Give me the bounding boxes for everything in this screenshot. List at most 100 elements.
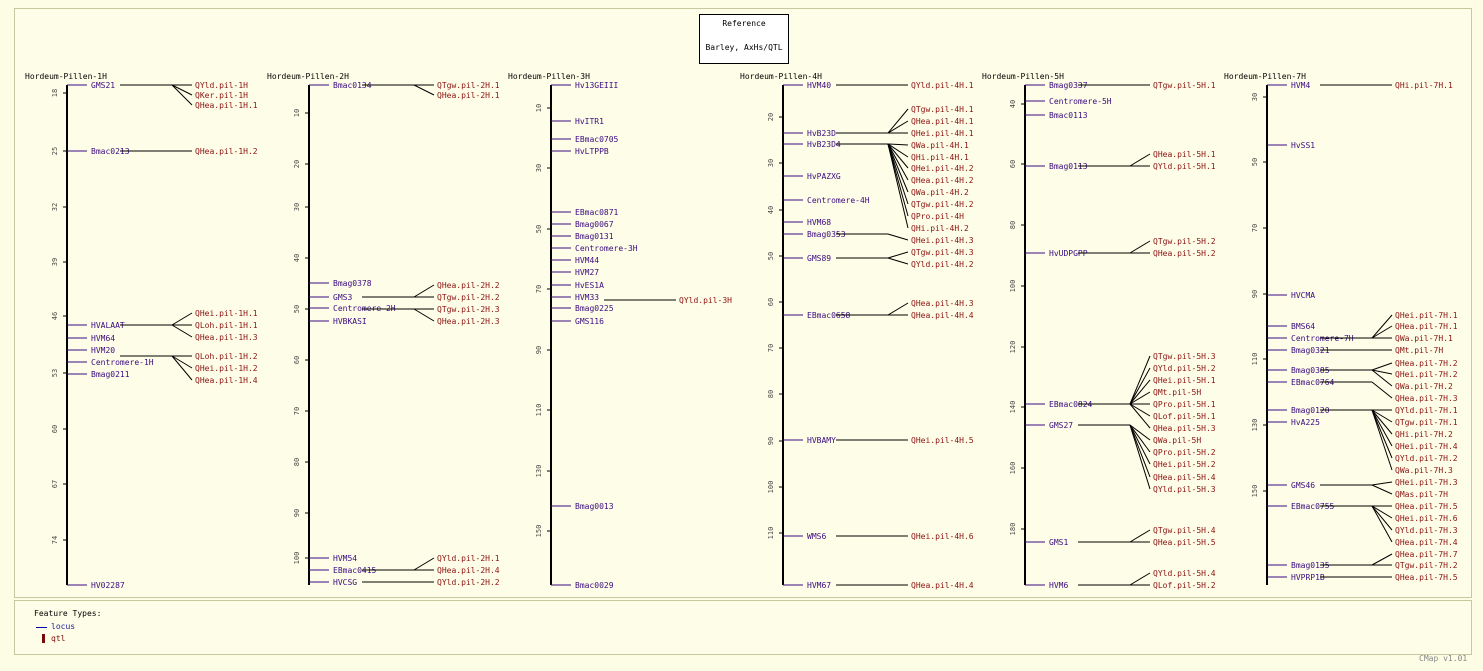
qtl-label[interactable]: QLof.pil-5H.1 xyxy=(1153,412,1216,421)
qtl-label[interactable]: QMt.pil-7H xyxy=(1395,346,1443,355)
locus-label[interactable]: Bmag0013 xyxy=(575,502,614,511)
qtl-label[interactable]: QHei.pil-1H.1 xyxy=(195,309,258,318)
qtl-label[interactable]: QYld.pil-2H.1 xyxy=(437,554,500,563)
locus-label[interactable]: Centromere-4H xyxy=(807,196,870,205)
chromosome-title[interactable]: Hordeum-Pillen-4H xyxy=(740,72,822,81)
qtl-label[interactable]: QYld.pil-7H.1 xyxy=(1395,406,1458,415)
locus-label[interactable]: HvUDPGPP xyxy=(1049,249,1088,258)
qtl-label[interactable]: QTgw.pil-5H.2 xyxy=(1153,237,1216,246)
qtl-label[interactable]: QHea.pil-7H.3 xyxy=(1395,394,1458,403)
locus-label[interactable]: Centromere-1H xyxy=(91,358,154,367)
locus-label[interactable]: EBmac0705 xyxy=(575,135,619,144)
qtl-label[interactable]: QHea.pil-2H.3 xyxy=(437,317,500,326)
qtl-label[interactable]: QHei.pil-7H.6 xyxy=(1395,514,1458,523)
qtl-label[interactable]: QTgw.pil-4H.2 xyxy=(911,200,974,209)
qtl-label[interactable]: QHea.pil-4H.3 xyxy=(911,299,974,308)
locus-label[interactable]: HVM6 xyxy=(1049,581,1068,590)
qtl-label[interactable]: QHea.pil-4H.2 xyxy=(911,176,974,185)
qtl-label[interactable]: QHei.pil-4H.1 xyxy=(911,129,974,138)
locus-label[interactable]: GMS1 xyxy=(1049,538,1068,547)
qtl-label[interactable]: QYld.pil-7H.3 xyxy=(1395,526,1458,535)
qtl-label[interactable]: QHi.pil-7H.2 xyxy=(1395,430,1453,439)
qtl-label[interactable]: QMas.pil-7H xyxy=(1395,490,1448,499)
qtl-label[interactable]: QWa.pil-7H.2 xyxy=(1395,382,1453,391)
qtl-label[interactable]: QHei.pil-5H.2 xyxy=(1153,460,1216,469)
locus-label[interactable]: GMS3 xyxy=(333,293,352,302)
locus-label[interactable]: HV02287 xyxy=(91,581,125,590)
qtl-label[interactable]: QWa.pil-4H.2 xyxy=(911,188,969,197)
locus-label[interactable]: Bmag0353 xyxy=(807,230,846,239)
chromosome-title[interactable]: Hordeum-Pillen-3H xyxy=(508,72,590,81)
qtl-label[interactable]: QPro.pil-5H.1 xyxy=(1153,400,1216,409)
qtl-label[interactable]: QPro.pil-5H.2 xyxy=(1153,448,1216,457)
qtl-label[interactable]: QHi.pil-7H.1 xyxy=(1395,81,1453,90)
qtl-label[interactable]: QHea.pil-7H.7 xyxy=(1395,550,1458,559)
qtl-label[interactable]: QHea.pil-7H.4 xyxy=(1395,538,1458,547)
qtl-label[interactable]: QYld.pil-5H.2 xyxy=(1153,364,1216,373)
qtl-label[interactable]: QYld.pil-2H.2 xyxy=(437,578,500,587)
qtl-label[interactable]: QHei.pil-1H.2 xyxy=(195,364,258,373)
locus-label[interactable]: Centromere-5H xyxy=(1049,97,1112,106)
qtl-label[interactable]: QHea.pil-2H.1 xyxy=(437,91,500,100)
qtl-label[interactable]: QTgw.pil-2H.3 xyxy=(437,305,500,314)
locus-label[interactable]: Hv13GEIII xyxy=(575,81,619,90)
qtl-label[interactable]: QYld.pil-5H.1 xyxy=(1153,162,1216,171)
locus-label[interactable]: HvB23D xyxy=(807,129,836,138)
locus-label[interactable]: Bmac0134 xyxy=(333,81,372,90)
qtl-label[interactable]: QYld.pil-3H xyxy=(679,296,732,305)
qtl-label[interactable]: QYld.pil-4H.2 xyxy=(911,260,974,269)
reference-box[interactable]: Reference Barley, AxHs/QTL xyxy=(699,14,789,64)
locus-label[interactable]: Bmag0131 xyxy=(575,232,614,241)
qtl-label[interactable]: QYld.pil-5H.4 xyxy=(1153,569,1216,578)
qtl-label[interactable]: QYld.pil-1H xyxy=(195,81,248,90)
locus-label[interactable]: Bmag0225 xyxy=(575,304,614,313)
qtl-label[interactable]: QMt.pil-5H xyxy=(1153,388,1201,397)
qtl-label[interactable]: QTgw.pil-2H.1 xyxy=(437,81,500,90)
locus-label[interactable]: HVM68 xyxy=(807,218,831,227)
qtl-label[interactable]: QHea.pil-1H.3 xyxy=(195,333,258,342)
qtl-label[interactable]: QHei.pil-7H.1 xyxy=(1395,311,1458,320)
qtl-label[interactable]: QKer.pil-1H xyxy=(195,91,248,100)
locus-label[interactable]: Bmag0321 xyxy=(1291,346,1330,355)
qtl-label[interactable]: QHea.pil-7H.2 xyxy=(1395,359,1458,368)
locus-label[interactable]: WMS6 xyxy=(807,532,826,541)
locus-label[interactable]: HVBAMY xyxy=(807,436,836,445)
locus-label[interactable]: Bmag0211 xyxy=(91,370,130,379)
locus-label[interactable]: EBmac0755 xyxy=(1291,502,1335,511)
qtl-label[interactable]: QHei.pil-7H.4 xyxy=(1395,442,1458,451)
locus-label[interactable]: HVPRP1B xyxy=(1291,573,1325,582)
locus-label[interactable]: HVCMA xyxy=(1291,291,1315,300)
locus-label[interactable]: HvSS1 xyxy=(1291,141,1315,150)
qtl-label[interactable]: QHea.pil-7H.1 xyxy=(1395,322,1458,331)
locus-label[interactable]: Bmag0385 xyxy=(1291,366,1330,375)
locus-label[interactable]: HVM20 xyxy=(91,346,115,355)
locus-label[interactable]: BMS64 xyxy=(1291,322,1315,331)
locus-label[interactable]: Bmag0135 xyxy=(1291,561,1330,570)
qtl-label[interactable]: QWa.pil-5H xyxy=(1153,436,1201,445)
locus-label[interactable]: Bmac0113 xyxy=(1049,111,1088,120)
qtl-label[interactable]: QHea.pil-2H.4 xyxy=(437,566,500,575)
qtl-label[interactable]: QLoh.pil-1H.1 xyxy=(195,321,258,330)
locus-label[interactable]: Bmag0120 xyxy=(1291,406,1330,415)
locus-label[interactable]: EBmac0764 xyxy=(1291,378,1335,387)
qtl-label[interactable]: QWa.pil-7H.3 xyxy=(1395,466,1453,475)
locus-label[interactable]: HVALAAT xyxy=(91,321,125,330)
qtl-label[interactable]: QHea.pil-4H.4 xyxy=(911,581,974,590)
qtl-label[interactable]: QHi.pil-4H.2 xyxy=(911,224,969,233)
qtl-label[interactable]: QHea.pil-1H.1 xyxy=(195,101,258,110)
locus-label[interactable]: EBmac0824 xyxy=(1049,400,1093,409)
locus-label[interactable]: GMS116 xyxy=(575,317,604,326)
qtl-label[interactable]: QTgw.pil-7H.1 xyxy=(1395,418,1458,427)
qtl-label[interactable]: QHea.pil-4H.1 xyxy=(911,117,974,126)
locus-label[interactable]: HVM67 xyxy=(807,581,831,590)
qtl-label[interactable]: QHei.pil-4H.3 xyxy=(911,236,974,245)
chromosome-title[interactable]: Hordeum-Pillen-1H xyxy=(25,72,107,81)
qtl-label[interactable]: QHei.pil-4H.6 xyxy=(911,532,974,541)
qtl-label[interactable]: QHea.pil-5H.4 xyxy=(1153,473,1216,482)
qtl-label[interactable]: QTgw.pil-2H.2 xyxy=(437,293,500,302)
qtl-label[interactable]: QHei.pil-5H.1 xyxy=(1153,376,1216,385)
locus-label[interactable]: GMS27 xyxy=(1049,421,1073,430)
locus-label[interactable]: HvITR1 xyxy=(575,117,604,126)
locus-label[interactable]: GMS21 xyxy=(91,81,115,90)
qtl-label[interactable]: QHea.pil-7H.5 xyxy=(1395,573,1458,582)
